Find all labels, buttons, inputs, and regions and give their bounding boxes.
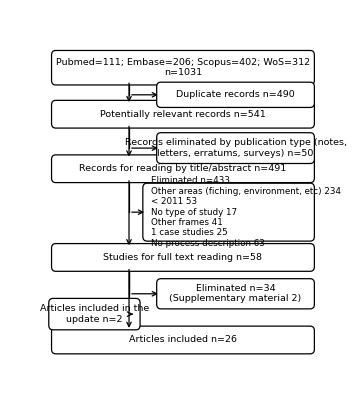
FancyBboxPatch shape [51, 326, 315, 354]
FancyBboxPatch shape [51, 155, 315, 182]
Text: Records eliminated by publication type (notes,
letters, erratums, surveys) n=50: Records eliminated by publication type (… [125, 138, 347, 158]
Text: Eliminated n=433
Other areas (fiching, environment, etc) 234
< 2011 53
No type o: Eliminated n=433 Other areas (fiching, e… [151, 176, 341, 248]
FancyBboxPatch shape [157, 82, 315, 108]
FancyBboxPatch shape [157, 279, 315, 309]
Text: Potentially relevant records n=541: Potentially relevant records n=541 [100, 110, 266, 119]
Text: Articles included n=26: Articles included n=26 [129, 336, 237, 344]
FancyBboxPatch shape [157, 133, 315, 164]
FancyBboxPatch shape [49, 298, 140, 330]
Text: Records for reading by title/abstract n=491: Records for reading by title/abstract n=… [79, 164, 287, 173]
FancyBboxPatch shape [51, 100, 315, 128]
Text: Pubmed=111; Embase=206; Scopus=402; WoS=312
n=1031: Pubmed=111; Embase=206; Scopus=402; WoS=… [56, 58, 310, 78]
Text: Studies for full text reading n=58: Studies for full text reading n=58 [104, 253, 262, 262]
FancyBboxPatch shape [51, 50, 315, 85]
Text: Duplicate records n=490: Duplicate records n=490 [176, 90, 295, 99]
FancyBboxPatch shape [143, 183, 315, 241]
Text: Eliminated n=34
(Supplementary material 2): Eliminated n=34 (Supplementary material … [170, 284, 302, 304]
Text: Articles included in the
update n=2: Articles included in the update n=2 [40, 304, 149, 324]
FancyBboxPatch shape [51, 244, 315, 271]
